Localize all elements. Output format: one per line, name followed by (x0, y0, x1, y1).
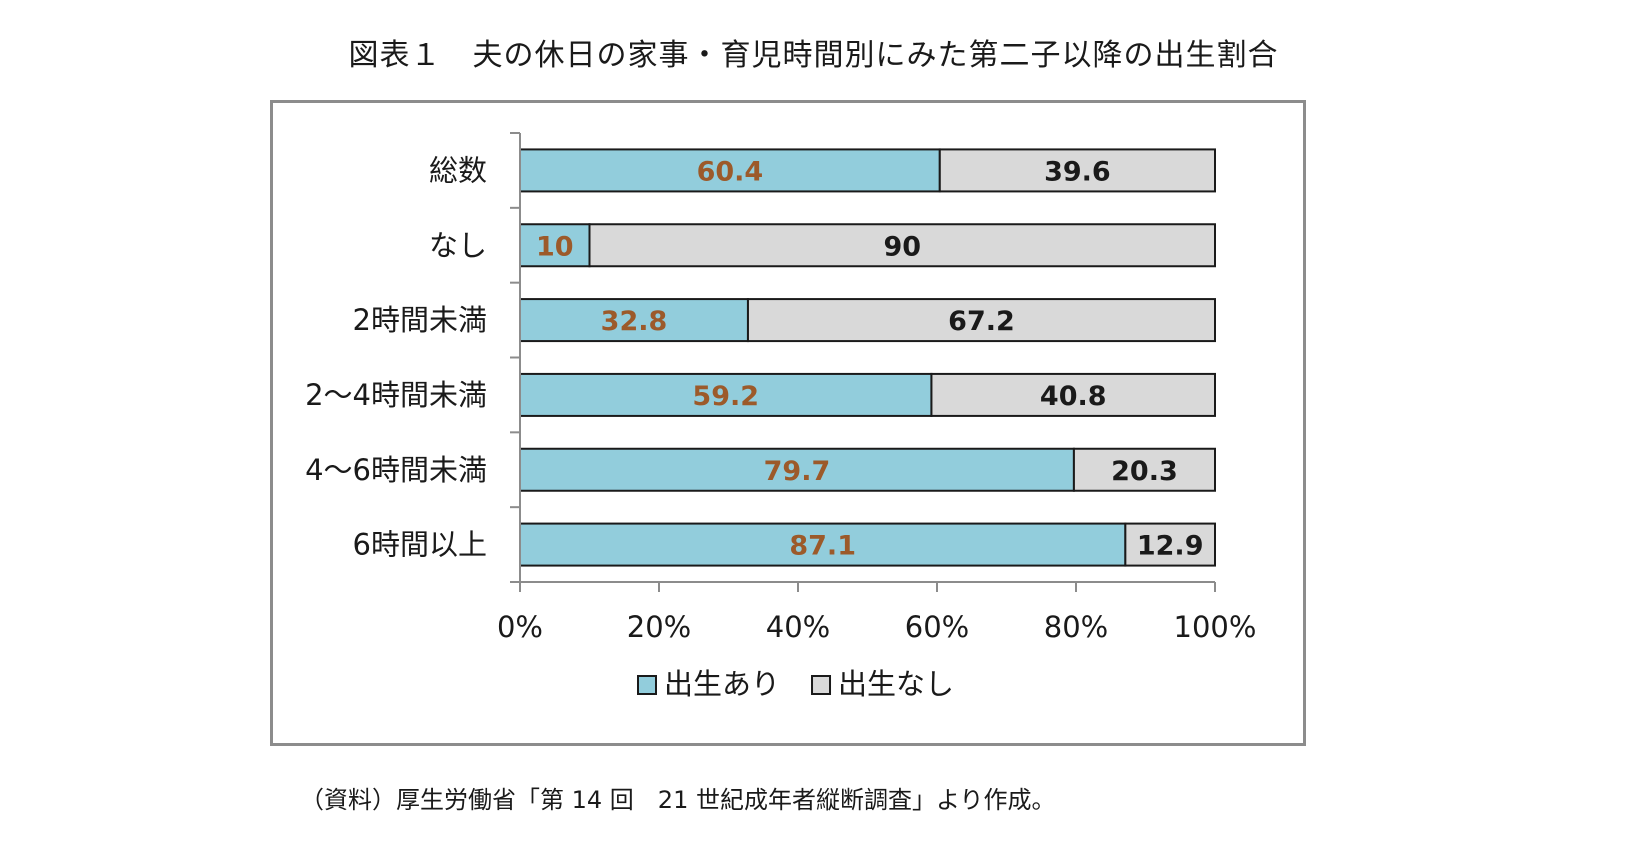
category-label: 総数 (429, 153, 487, 187)
data-label: 59.2 (692, 381, 759, 412)
bar-segment (746, 298, 1217, 343)
data-label: 20.3 (1111, 456, 1178, 487)
bar-segment (519, 148, 941, 193)
x-tick-label: 100% (1174, 610, 1257, 644)
x-tick-label: 60% (905, 610, 969, 644)
bar-segment (588, 223, 1216, 268)
bar-segment (938, 148, 1217, 193)
data-label: 32.8 (601, 306, 668, 337)
category-label: 2～4時間未満 (305, 378, 487, 412)
legend-label: 出生あり (664, 667, 780, 701)
bar-segment (519, 447, 1075, 492)
x-tick-label: 80% (1044, 610, 1108, 644)
data-label: 79.7 (764, 456, 831, 487)
data-label: 39.6 (1044, 156, 1111, 187)
data-label: 12.9 (1137, 531, 1204, 562)
bar-segment (1072, 447, 1217, 492)
data-label: 40.8 (1040, 381, 1107, 412)
x-tick-label: 20% (627, 610, 691, 644)
category-label: 2時間未満 (353, 303, 487, 337)
data-label: 60.4 (697, 156, 764, 187)
chart-title: 図表１ 夫の休日の家事・育児時間別にみた第二子以降の出生割合 (348, 38, 1279, 73)
category-label: なし (429, 228, 487, 262)
x-tick-label: 40% (766, 610, 830, 644)
chart-frame (270, 100, 1306, 746)
data-label: 90 (883, 231, 921, 262)
data-label: 10 (536, 231, 574, 262)
bar-segment (1124, 522, 1216, 567)
x-tick-label: 0% (497, 610, 543, 644)
bar-segment (519, 522, 1127, 567)
category-label: 4～6時間未満 (305, 453, 487, 487)
bar-segment (930, 372, 1216, 417)
data-label: 87.1 (789, 531, 856, 562)
data-label: 67.2 (948, 306, 1015, 337)
category-label: 6時間以上 (353, 528, 487, 562)
source-note: （資料）厚生労働省「第 14 回 21 世紀成年者縦断調査」より作成。 (300, 786, 1056, 814)
legend-swatch (811, 675, 832, 695)
legend-swatch (637, 675, 657, 695)
legend-label: 出生なし (838, 667, 954, 701)
